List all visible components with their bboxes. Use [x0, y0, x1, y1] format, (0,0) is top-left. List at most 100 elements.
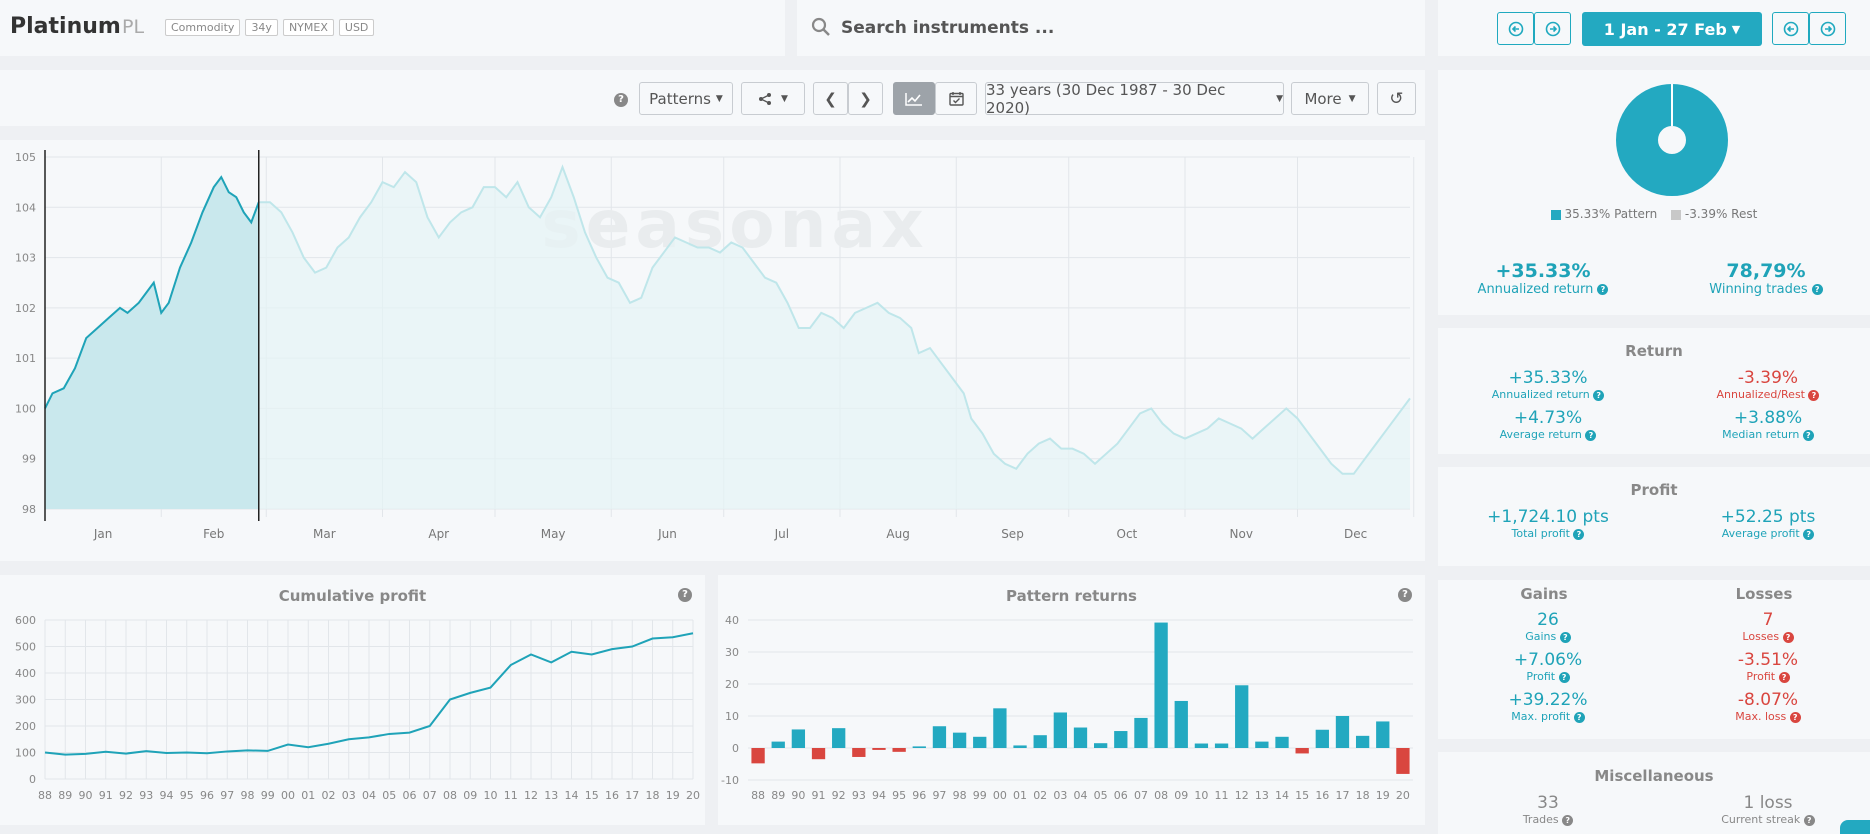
losses-profit: -3.51% Profit ?: [1688, 650, 1848, 683]
help-icon[interactable]: ?: [614, 93, 628, 107]
date-navigation: 1 Jan - 27 Feb ▼: [1438, 0, 1870, 56]
prev-button[interactable]: ❮: [813, 82, 848, 115]
cumulative-profit-panel: Cumulative profit ? 600 500 400 300 200 100 0 8…: [0, 575, 705, 825]
help-icon[interactable]: ?: [1808, 389, 1820, 401]
x-tick-label: 07: [423, 789, 437, 802]
x-tick-label: 90: [79, 789, 93, 802]
y-tick-label: 300: [15, 694, 36, 707]
help-icon[interactable]: ?: [1573, 711, 1585, 723]
return-bar: [1053, 712, 1067, 748]
cumulative-profit-title: Cumulative profit: [278, 587, 427, 605]
total-profit-value: +1,724.10 pts: [1487, 507, 1609, 527]
seasonal-chart[interactable]: 105 104 103 102 101 100 99 98 Jan Feb Mar Apr May Jun…: [0, 140, 1425, 561]
help-icon[interactable]: ?: [1597, 284, 1609, 295]
legend-swatch-rest: [1671, 209, 1682, 220]
search-input[interactable]: [841, 18, 1361, 38]
gains-title: Gains: [1520, 585, 1568, 603]
instrument-tags: Commodity 34y NYMEX USD: [165, 19, 375, 36]
x-tick-label: 08: [443, 789, 457, 802]
share-dropdown[interactable]: ▼: [741, 82, 805, 115]
return-bar: [872, 748, 886, 750]
x-tick-label: 10: [1194, 789, 1208, 802]
help-icon[interactable]: ?: [1398, 588, 1412, 602]
help-icon[interactable]: ?: [1802, 429, 1814, 441]
average-profit: +52.25 pts Average profit ?: [1688, 507, 1848, 540]
x-tick-label: 90: [791, 789, 805, 802]
help-icon[interactable]: ?: [1559, 631, 1571, 643]
return-bar: [1315, 729, 1329, 748]
x-tick-label: 06: [1114, 789, 1128, 802]
instrument-header: Platinum PL Commodity 34y NYMEX USD: [0, 0, 785, 56]
x-tick-label: 94: [872, 789, 886, 802]
x-tick-label: 89: [58, 789, 72, 802]
date-range-label: 1 Jan - 27 Feb: [1603, 19, 1727, 39]
help-icon[interactable]: ?: [1585, 429, 1597, 441]
period-dropdown[interactable]: 33 years (30 Dec 1987 - 30 Dec 2020) ▼: [985, 81, 1284, 117]
x-tick-label: 12: [524, 789, 538, 802]
chat-button[interactable]: [1840, 820, 1870, 834]
x-tick-label: 15: [585, 789, 599, 802]
next-period-button[interactable]: [1809, 12, 1846, 45]
help-icon[interactable]: ?: [1778, 671, 1790, 683]
return-bar: [912, 746, 926, 748]
x-tick-label: 92: [119, 789, 133, 802]
help-icon[interactable]: ?: [1573, 528, 1585, 540]
x-tick-label: 02: [322, 789, 336, 802]
return-bar: [1094, 743, 1108, 748]
help-icon[interactable]: ?: [678, 588, 692, 602]
return-bar: [751, 748, 765, 764]
month-label: Jun: [657, 527, 677, 541]
calendar-toggle[interactable]: [935, 82, 977, 115]
month-label: Nov: [1230, 527, 1253, 541]
pattern-donut-chart: [1616, 84, 1728, 196]
reset-button[interactable]: ↺: [1377, 82, 1416, 115]
prev-period-button[interactable]: [1772, 12, 1809, 45]
help-icon[interactable]: ?: [1782, 631, 1794, 643]
prev-year-button[interactable]: [1497, 12, 1534, 45]
losses-count-value: 7: [1762, 610, 1774, 630]
pattern-returns-title: Pattern returns: [1006, 587, 1137, 605]
x-tick-label: 13: [544, 789, 558, 802]
date-range-dropdown[interactable]: 1 Jan - 27 Feb ▼: [1582, 12, 1762, 46]
return-bar: [811, 748, 826, 760]
x-tick-label: 03: [342, 789, 356, 802]
seasonal-chart-panel: 105 104 103 102 101 100 99 98 Jan Feb Mar Apr May Jun…: [0, 140, 1425, 561]
chevron-right-icon: ❯: [859, 89, 872, 108]
help-icon[interactable]: ?: [1803, 814, 1815, 826]
help-icon[interactable]: ?: [1562, 814, 1574, 826]
return-bar: [1396, 748, 1410, 774]
return-bar: [892, 748, 906, 752]
next-year-button[interactable]: [1534, 12, 1571, 45]
help-icon[interactable]: ?: [1789, 711, 1801, 723]
help-icon[interactable]: ?: [1803, 528, 1815, 540]
y-tick-label: 104: [15, 201, 36, 214]
y-tick-label: 99: [22, 453, 36, 466]
return-bar: [1174, 700, 1188, 748]
help-icon[interactable]: ?: [1593, 389, 1605, 401]
x-tick-label: 17: [625, 789, 639, 802]
caret-down-icon: ▼: [1348, 93, 1356, 104]
next-button[interactable]: ❯: [848, 82, 883, 115]
arrow-right-circle-icon: [1820, 21, 1835, 36]
x-tick-label: 92: [832, 789, 846, 802]
y-tick-label: 400: [15, 667, 36, 680]
patterns-dropdown[interactable]: Patterns ▼: [639, 82, 733, 115]
y-tick-label: 200: [15, 720, 36, 733]
x-tick-label: 19: [1376, 789, 1390, 802]
x-tick-label: 20: [686, 789, 700, 802]
line-chart-toggle[interactable]: [893, 82, 935, 115]
month-label: Mar: [313, 527, 336, 541]
return-bar: [1275, 736, 1289, 748]
help-icon[interactable]: ?: [1558, 671, 1570, 683]
gains-profit: +7.06% Profit ?: [1468, 650, 1628, 683]
y-tick-label: 100: [15, 402, 36, 415]
return-bar: [852, 748, 866, 757]
search-bar: [797, 0, 1425, 56]
x-tick-label: 88: [38, 789, 52, 802]
current-streak: 1 loss Current streak ?: [1688, 793, 1848, 826]
x-tick-label: 13: [1255, 789, 1269, 802]
help-icon[interactable]: ?: [1811, 284, 1823, 295]
return-average-value: +4.73%: [1513, 408, 1583, 428]
winning-trades-stat: 78,79% Winning trades ?: [1666, 260, 1866, 297]
more-dropdown[interactable]: More ▼: [1291, 82, 1369, 115]
